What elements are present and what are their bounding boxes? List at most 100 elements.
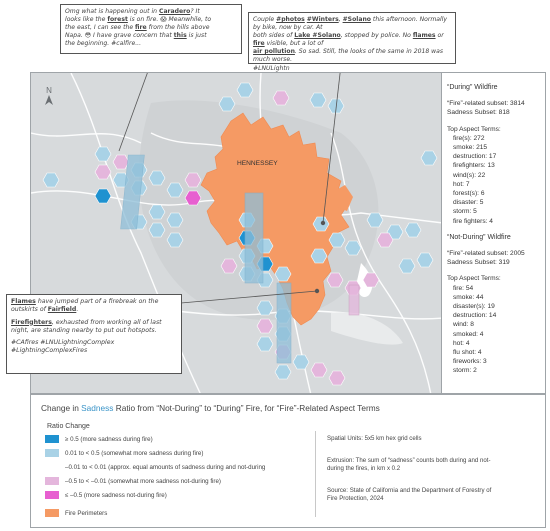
hex-cell — [94, 164, 112, 180]
map-legend: Change in Sadness Ratio from “Not-During… — [30, 394, 546, 528]
hex-cell — [416, 252, 434, 268]
ratio-change-header: Ratio Change — [47, 423, 90, 430]
hex-cell — [166, 182, 184, 198]
hex-cell — [309, 92, 327, 108]
term-item: fireworks: 3 — [453, 358, 487, 366]
leader-top-left — [118, 73, 148, 152]
legend-item-high-not-during: ≤ –0.5 (more sadness not-during fire) — [45, 491, 167, 499]
prism-left — [120, 154, 145, 230]
term-item: hot: 7 — [453, 180, 470, 188]
hex-cell — [344, 240, 362, 256]
legend-item-high-during: ≥ 0.5 (more sadness during fire) — [45, 435, 153, 443]
term-item: wind: 8 — [453, 321, 474, 329]
legend-item-somewhat-not-during: –0.5 to < –0.01 (somewhat more sadness n… — [45, 477, 221, 485]
hex-cell — [220, 258, 238, 274]
legend-swatch — [45, 477, 59, 485]
tweet-callout-caradero: Omg what is happening out in Caradero? I… — [60, 4, 242, 54]
term-item: fire: 54 — [453, 284, 474, 292]
hex-cell — [404, 222, 422, 238]
hex-cell — [376, 232, 394, 248]
fire-perimeter-east — [331, 185, 353, 211]
legend-item-fire-perimeters: Fire Perimeters — [45, 509, 107, 517]
legend-item-equal: –0.01 to < 0.01 (approx. equal amounts o… — [45, 463, 265, 471]
hex-cell — [420, 150, 438, 166]
legend-swatch — [45, 509, 59, 517]
hex-cell — [166, 212, 184, 228]
fire-perimeter — [200, 112, 350, 326]
legend-item-somewhat-during: 0.01 to < 0.5 (somewhat more sadness dur… — [45, 449, 203, 457]
north-arrow-icon: N — [45, 86, 53, 105]
source-note: Source: State of California and the Depa… — [327, 487, 492, 503]
term-item: smoke: 215 — [453, 144, 488, 152]
term-item: firefighters: 13 — [453, 162, 495, 170]
legend-title: Change in Sadness Ratio from “Not-During… — [41, 403, 380, 413]
hex-cell — [274, 266, 292, 282]
hex-cell — [94, 146, 112, 162]
legend-swatch — [45, 449, 59, 457]
hex-cell — [236, 82, 254, 98]
hex-cell — [398, 258, 416, 274]
hex-cell — [326, 272, 344, 288]
term-item: disaster: 5 — [453, 199, 484, 207]
not-during-sadness: Sadness Subset: 319 — [447, 259, 510, 267]
during-subset: “Fire”-related subset: 3814 — [447, 100, 525, 108]
during-terms-title: Top Aspect Terms: — [447, 125, 501, 133]
hex-cell — [328, 232, 346, 248]
hex-cell — [362, 272, 380, 288]
term-item: destruction: 14 — [453, 312, 497, 320]
prism-pink — [348, 284, 360, 316]
tweet-callout-winters: Couple #photos #Winters, #Solano this af… — [248, 12, 456, 72]
hex-cell — [42, 172, 60, 188]
spatial-units-note: Spatial Units: 5x5 km hex grid cells — [327, 435, 422, 442]
hex-cell — [310, 362, 328, 378]
hex-cell — [292, 354, 310, 370]
leader-top-right — [322, 73, 341, 224]
hex-cell — [366, 212, 384, 228]
place-label-hennessey: HENNESSEY — [237, 160, 278, 167]
prism-bottom — [276, 282, 292, 364]
hex-cell — [274, 364, 292, 380]
hex-cell — [312, 216, 330, 232]
leader-bottom-left — [180, 290, 318, 304]
hex-cell — [256, 300, 274, 316]
extrusion-note: Extrusion: The sum of “sadness” counts b… — [327, 457, 491, 473]
term-item: disaster(s): 19 — [453, 303, 495, 311]
legend-divider — [315, 431, 316, 517]
term-item: forest(s): 6 — [453, 190, 485, 198]
hex-cell — [148, 222, 166, 238]
hex-cell — [218, 96, 236, 112]
extrusion-prisms — [120, 154, 360, 364]
north-label: N — [46, 86, 52, 95]
tweet-callout-fairfield: Flames have jumped part of a firebreak o… — [6, 294, 182, 374]
not-during-terms-title: Top Aspect Terms: — [447, 275, 501, 283]
hex-cell — [184, 190, 202, 206]
term-item: destruction: 17 — [453, 153, 497, 161]
not-during-title: “Not-During” Wildfire — [447, 233, 511, 241]
hex-cell — [386, 224, 404, 240]
hex-cell — [184, 172, 202, 188]
legend-swatch — [45, 491, 59, 499]
hex-cell — [148, 170, 166, 186]
hex-cell — [256, 336, 274, 352]
term-item: fire(s): 272 — [453, 134, 485, 142]
term-item: wind(s): 22 — [453, 171, 486, 179]
legend-swatch — [45, 463, 59, 471]
hex-cell — [94, 188, 112, 204]
term-item: fire fighters: 4 — [453, 217, 493, 225]
term-item: smoked: 4 — [453, 330, 484, 338]
pin-marker — [314, 288, 320, 294]
term-item: smoke: 44 — [453, 293, 484, 301]
hex-cell — [148, 204, 166, 220]
hex-cell — [272, 90, 290, 106]
bay-water — [331, 312, 403, 345]
pin-marker — [320, 220, 326, 226]
hex-cell — [310, 248, 328, 264]
prism-center — [244, 192, 264, 284]
hex-cell — [112, 154, 130, 170]
hex-cell — [166, 232, 184, 248]
term-item: flu shot: 4 — [453, 349, 482, 357]
term-item: storm: 2 — [453, 367, 477, 375]
term-item: storm: 5 — [453, 208, 477, 216]
hex-cell — [256, 318, 274, 334]
not-during-subset: “Fire”-related subset: 2005 — [447, 250, 525, 258]
